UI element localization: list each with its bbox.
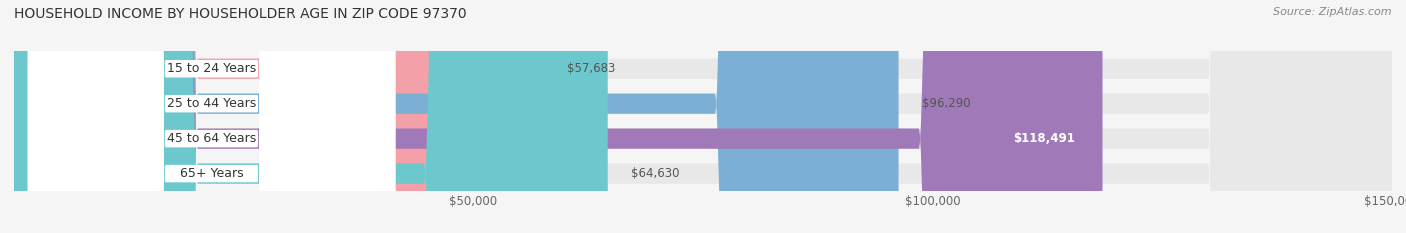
Text: Source: ZipAtlas.com: Source: ZipAtlas.com [1274, 7, 1392, 17]
FancyBboxPatch shape [28, 0, 395, 233]
FancyBboxPatch shape [14, 0, 544, 233]
Text: 65+ Years: 65+ Years [180, 167, 243, 180]
Text: 15 to 24 Years: 15 to 24 Years [167, 62, 256, 75]
Text: 45 to 64 Years: 45 to 64 Years [167, 132, 256, 145]
FancyBboxPatch shape [14, 0, 1392, 233]
FancyBboxPatch shape [28, 0, 395, 233]
Text: 25 to 44 Years: 25 to 44 Years [167, 97, 256, 110]
FancyBboxPatch shape [28, 0, 395, 233]
FancyBboxPatch shape [14, 0, 1392, 233]
FancyBboxPatch shape [28, 0, 395, 233]
FancyBboxPatch shape [14, 0, 1102, 233]
Text: $118,491: $118,491 [1014, 132, 1076, 145]
Text: HOUSEHOLD INCOME BY HOUSEHOLDER AGE IN ZIP CODE 97370: HOUSEHOLD INCOME BY HOUSEHOLDER AGE IN Z… [14, 7, 467, 21]
Text: $96,290: $96,290 [921, 97, 970, 110]
FancyBboxPatch shape [14, 0, 898, 233]
FancyBboxPatch shape [14, 0, 1392, 233]
FancyBboxPatch shape [14, 0, 607, 233]
Text: $64,630: $64,630 [631, 167, 679, 180]
Text: $57,683: $57,683 [567, 62, 616, 75]
FancyBboxPatch shape [14, 0, 1392, 233]
